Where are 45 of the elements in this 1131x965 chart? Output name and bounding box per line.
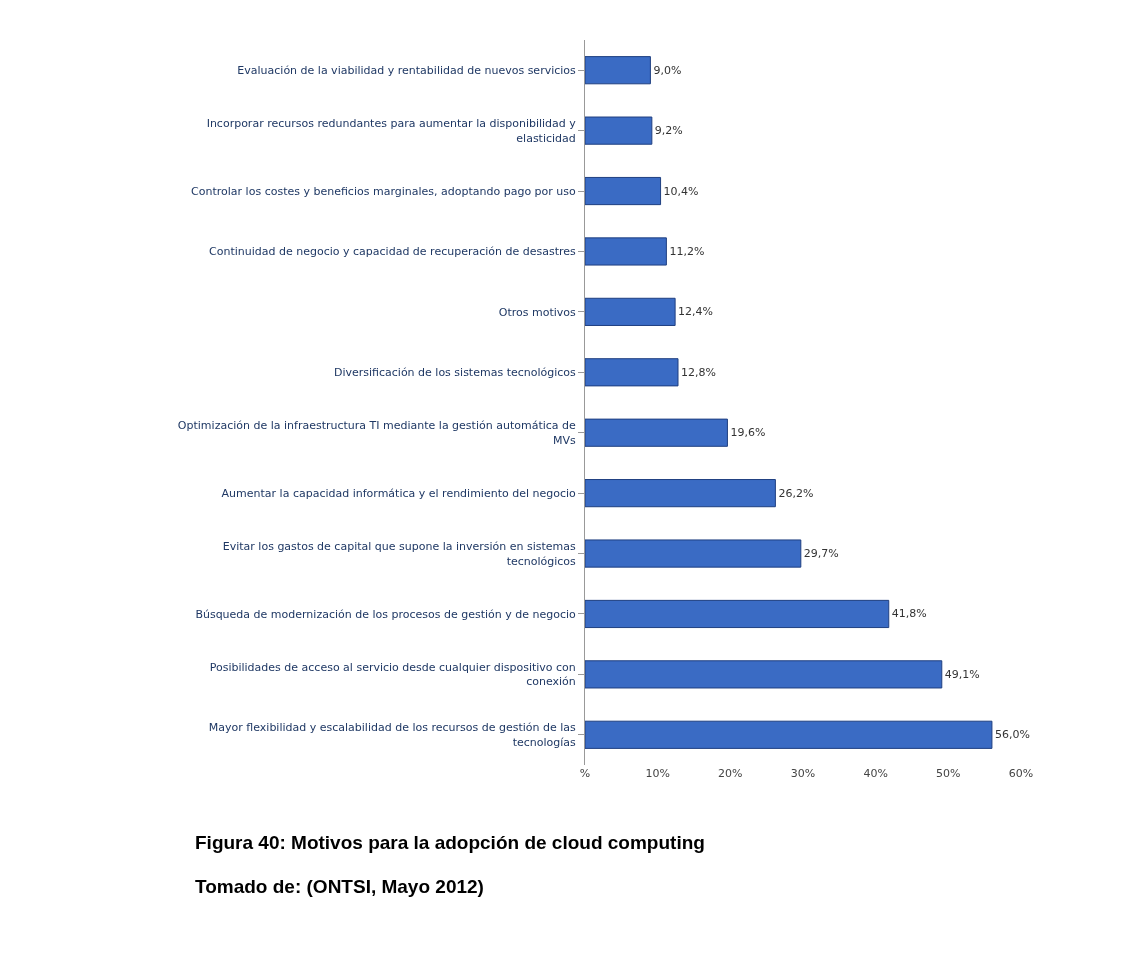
bar — [585, 479, 776, 508]
bar — [585, 116, 653, 145]
data-label: 49,1% — [944, 667, 980, 681]
x-tick-label: 20% — [718, 767, 743, 780]
y-tick-label: Incorporar recursos redundantes para aumentar la disponibilidad y elasticidad — [206, 117, 577, 145]
data-label: 26,2% — [778, 486, 814, 500]
bar — [585, 237, 667, 266]
data-label: 10,4% — [663, 184, 699, 198]
data-label: 29,7% — [803, 547, 839, 561]
y-tick-label: Mayor flexibilidad y escalabilidad de los recursos de gestión de las tecnologías — [208, 721, 577, 749]
data-label: 12,4% — [678, 305, 714, 319]
data-label: 9,2% — [654, 124, 683, 138]
bar — [585, 297, 676, 326]
y-tick-label: Evitar los gastos de capital que supone la inversión en sistemas tecnológicos — [222, 540, 577, 568]
data-label: 56,0% — [994, 728, 1030, 742]
bar — [585, 56, 651, 85]
y-tick-label: Diversificación de los sistemas tecnológicos — [333, 366, 577, 380]
bar — [585, 720, 993, 749]
data-label: 41,8% — [891, 607, 927, 621]
x-tick-label: 30% — [790, 767, 816, 780]
x-tick-label: 40% — [863, 767, 888, 780]
x-tick-label: % — [579, 767, 591, 780]
bar — [585, 418, 728, 447]
data-label: 12,8% — [681, 365, 716, 379]
bar — [585, 660, 943, 689]
bar — [585, 358, 679, 387]
y-tick-label: Controlar los costes y beneficios marginales, adoptando pago por uso — [191, 184, 577, 198]
x-tick-label: 60% — [1008, 767, 1034, 780]
x-tick-label: 10% — [645, 767, 670, 780]
y-tick-label: Búsqueda de modernización de los procesos de gestión y de negocio — [195, 607, 577, 621]
text: Figura 40: Motivos para la adopción de cloud computing — [195, 832, 705, 853]
y-tick-label: Aumentar la capacidad informática y el rendimiento del negocio — [221, 486, 577, 500]
y-tick-label: Optimización de la infraestructura TI mediante la gestión automática de MVs — [177, 419, 577, 447]
y-tick-label: Posibilidades de acceso al servicio desde cualquier dispositivo con conexión — [209, 661, 576, 689]
y-tick-label: Otros motivos — [498, 305, 577, 319]
text: Tomado de: (ONTSI, Mayo 2012) — [195, 876, 484, 897]
data-label: 19,6% — [730, 426, 766, 440]
x-tick-label: 50% — [936, 767, 961, 780]
bar — [585, 539, 802, 568]
y-tick-label: Evaluación de la viabilidad y rentabilidad de nuevos servicios — [237, 64, 577, 78]
data-label: 9,0% — [653, 63, 682, 77]
y-tick-label: Continuidad de negocio y capacidad de recuperación de desastres — [209, 245, 577, 259]
bar — [585, 599, 890, 629]
data-label: 11,2% — [669, 244, 705, 258]
bar — [585, 176, 662, 206]
